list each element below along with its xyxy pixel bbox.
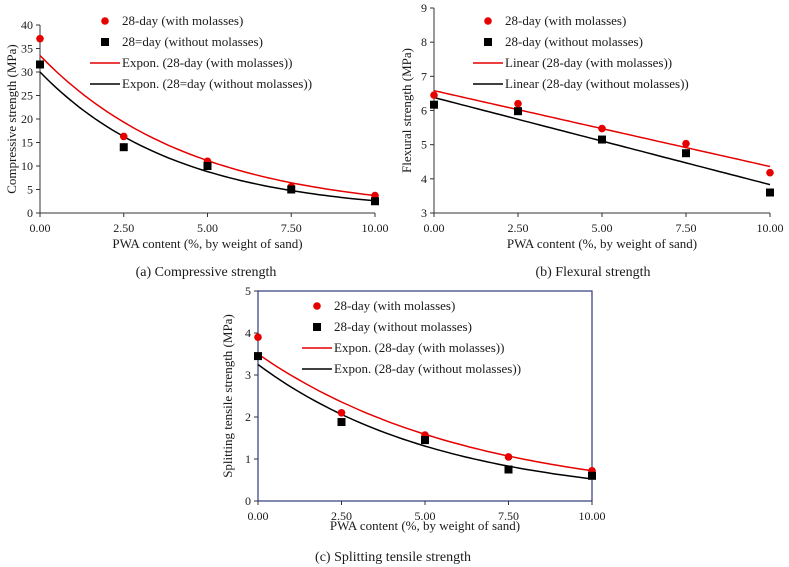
data-point-1 — [254, 352, 262, 361]
legend-marker — [484, 17, 492, 25]
trendline-1 — [257, 363, 593, 480]
data-point-0 — [36, 34, 44, 43]
y-tick-label: 9 — [421, 1, 427, 15]
y-tick-label: 1 — [245, 452, 251, 466]
y-tick-label: 3 — [421, 206, 427, 220]
y-tick-label: 7 — [421, 69, 427, 83]
y-tick-label: 5 — [245, 284, 251, 298]
data-point-1 — [766, 188, 774, 197]
data-point-1 — [287, 185, 296, 194]
y-tick-label: 8 — [421, 35, 427, 49]
data-point-0 — [430, 91, 438, 99]
y-tick-label: 0 — [245, 494, 251, 508]
legend-label: Expon. (28-day (with molasses)) — [122, 55, 292, 70]
y-tick-label: 6 — [421, 104, 427, 118]
legend-label: Expon. (28-day (with molasses)) — [334, 340, 504, 355]
x-tick-label: 7.50 — [498, 509, 519, 523]
data-point-1 — [421, 436, 429, 445]
y-tick-label: 4 — [245, 326, 251, 340]
data-point-0 — [254, 333, 262, 342]
y-axis-label: Splitting tensile strength (MPa) — [220, 314, 235, 478]
chart-flexural-strength: 3 4 5 6 7 8 9 0.00 2.50 5.00 7.50 10.00 PWA content … — [399, 1, 784, 280]
x-axis-label: PWA content (%, by weight of sand) — [112, 236, 302, 251]
y-tick-label: 15 — [21, 136, 33, 150]
data-point-1 — [588, 471, 596, 480]
y-tick-label: 2 — [245, 410, 251, 424]
chart-caption: (a) Compressive strength — [136, 265, 277, 280]
y-tick-label: 30 — [21, 65, 33, 79]
legend-label: 28=day (without molasses) — [122, 34, 263, 49]
y-tick-label: 40 — [21, 18, 33, 32]
y-tick-label: 5 — [27, 183, 33, 197]
x-tick-label: 0.00 — [30, 221, 51, 235]
data-point-1 — [598, 135, 606, 144]
data-point-0 — [337, 409, 346, 417]
data-point-0 — [504, 453, 513, 461]
legend-marker — [101, 38, 109, 46]
x-tick-label: 10.00 — [362, 221, 389, 235]
y-axis-label: Flexural strength (MPa) — [399, 48, 414, 173]
y-tick-label: 5 — [421, 138, 427, 152]
x-tick-label: 10.00 — [579, 509, 606, 523]
legend-label: Expon. (28=day (without molasses)) — [122, 76, 312, 91]
legend-label: 28-day (with molasses) — [505, 13, 626, 28]
x-tick-label: 10.00 — [757, 221, 784, 235]
y-tick-label: 0 — [27, 206, 33, 220]
legend-marker — [101, 17, 109, 25]
legend-label: Expon. (28-day (without molasses)) — [334, 361, 521, 376]
legend-label: Linear (28-day (without molasses)) — [505, 76, 689, 91]
y-axis-label: Compressive strength (MPa) — [4, 44, 19, 193]
y-tick-label: 10 — [21, 159, 33, 173]
data-point-0 — [766, 168, 774, 177]
legend-label: 28-day (with molasses) — [122, 13, 243, 28]
data-point-1 — [371, 197, 379, 206]
legend-marker — [313, 302, 321, 310]
x-tick-label: 2.50 — [113, 221, 134, 235]
y-tick-label: 35 — [21, 42, 33, 56]
data-point-1 — [682, 149, 690, 158]
y-tick-label: 20 — [21, 112, 33, 126]
chart-splitting-tensile-strength: 0 1 2 3 4 5 0.00 2.50 5.00 7.50 10.00 PWA content (… — [220, 284, 606, 565]
data-point-0 — [682, 139, 690, 148]
y-tick-label: 4 — [421, 172, 427, 186]
x-tick-label: 2.50 — [508, 221, 529, 235]
x-axis-label: PWA content (%, by weight of sand) — [330, 518, 520, 533]
legend-label: Linear (28-day (with molasses)) — [505, 55, 672, 70]
x-tick-label: 5.00 — [415, 509, 436, 523]
data-point-0 — [598, 124, 606, 133]
chart-caption: (c) Splitting tensile strength — [315, 550, 471, 565]
data-point-1 — [504, 465, 513, 474]
x-axis-label: PWA content (%, by weight of sand) — [507, 236, 697, 251]
legend-marker — [484, 38, 492, 46]
data-point-0 — [514, 99, 522, 108]
data-point-1 — [514, 107, 522, 116]
data-point-1 — [430, 100, 438, 109]
data-point-1 — [203, 162, 212, 170]
legend-marker — [313, 323, 321, 331]
data-point-1 — [36, 60, 44, 69]
y-tick-label: 25 — [21, 89, 33, 103]
y-tick-label: 3 — [245, 368, 251, 382]
chart-compressive-strength: 0 5 10 15 20 25 30 35 40 0.00 2.50 5.00 7.50 10.00 PWA… — [4, 13, 389, 280]
trendline-1 — [39, 71, 376, 202]
legend-label: 28-day (with molasses) — [334, 298, 455, 313]
data-point-1 — [119, 143, 128, 152]
x-tick-label: 0.00 — [424, 221, 445, 235]
x-tick-label: 2.50 — [331, 509, 352, 523]
x-tick-label: 5.00 — [197, 221, 218, 235]
x-tick-label: 7.50 — [281, 221, 302, 235]
chart-caption: (b) Flexural strength — [535, 265, 650, 280]
x-tick-label: 5.00 — [592, 221, 613, 235]
data-point-1 — [337, 418, 346, 427]
x-tick-label: 0.00 — [248, 509, 269, 523]
legend-label: 28-day (without molasses) — [334, 319, 472, 334]
x-tick-label: 7.50 — [676, 221, 697, 235]
legend-label: 28-day (without molasses) — [505, 34, 643, 49]
data-point-0 — [119, 132, 128, 141]
